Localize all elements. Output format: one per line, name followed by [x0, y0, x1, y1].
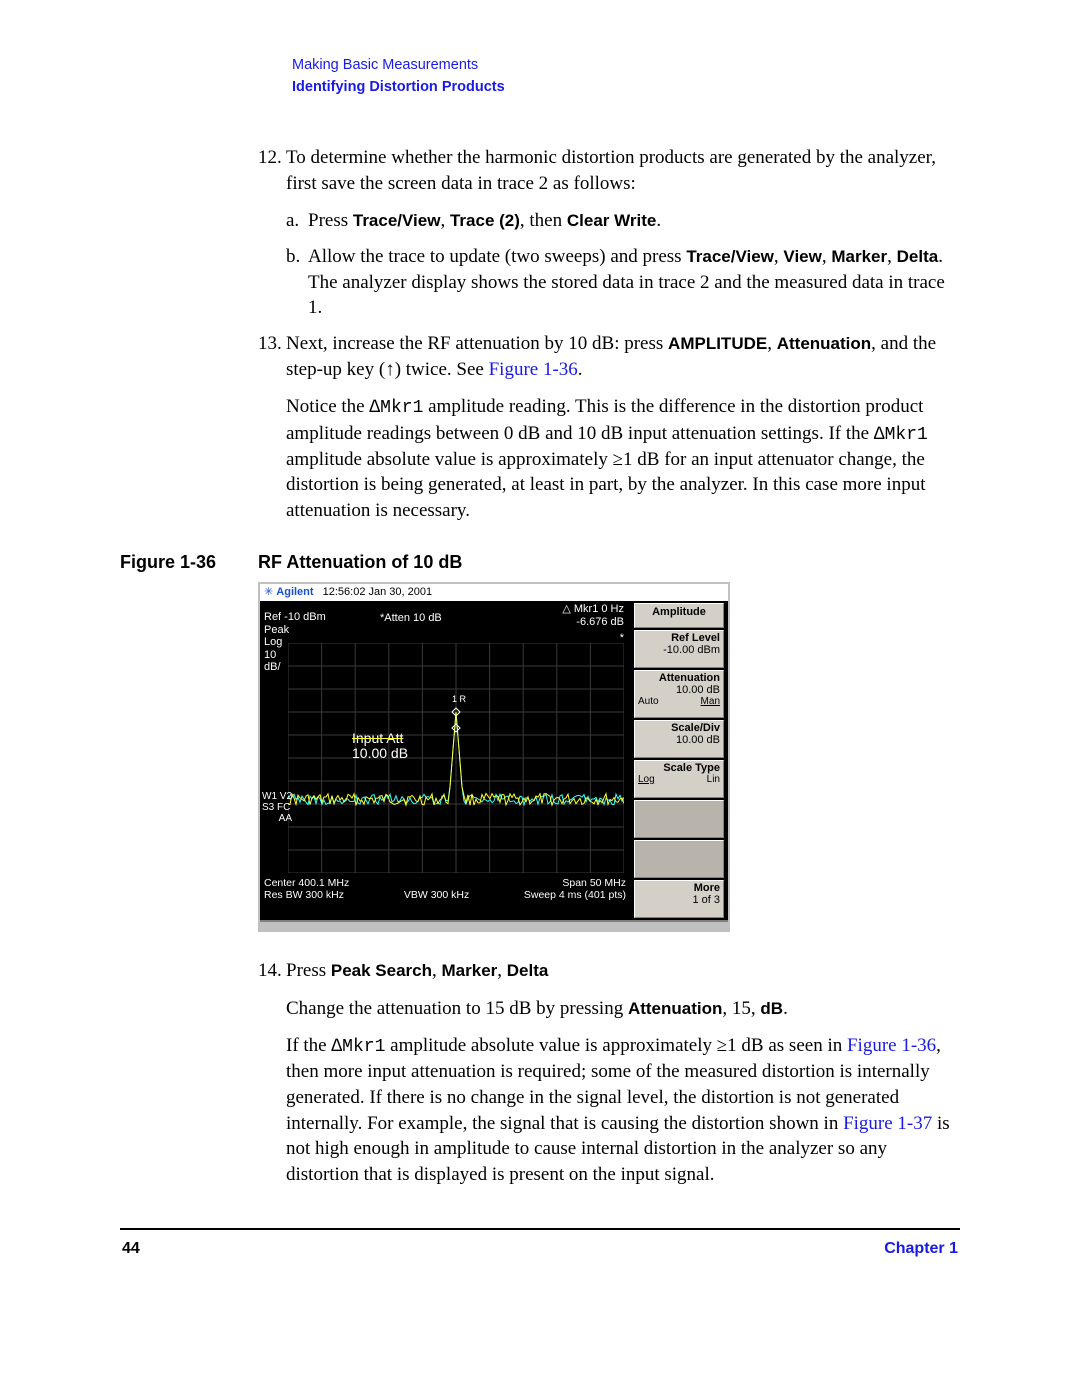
step-14: 14. Press Peak Search, Marker, Delta [258, 958, 960, 984]
softkey-empty [634, 800, 724, 838]
softkey-scale-div[interactable]: Scale/Div 10.00 dB [634, 720, 724, 758]
step-13-note: Notice the ∆Mkr1 amplitude reading. This… [286, 394, 960, 524]
chapter-link[interactable]: Chapter 1 [884, 1238, 958, 1260]
softkey-ref-level[interactable]: Ref Level -10.00 dBm [634, 630, 724, 668]
step-12: 12. To determine whether the harmonic di… [258, 145, 960, 196]
figure-link[interactable]: Figure 1-36 [489, 359, 578, 380]
footer-rule [120, 1228, 960, 1230]
softkey-empty [634, 840, 724, 878]
shot-titlebar: ✳ Agilent 12:56:02 Jan 30, 2001 [260, 584, 728, 601]
softkey-scale-type[interactable]: Scale Type LogLin [634, 760, 724, 798]
page-footer: 44 Chapter 1 [120, 1238, 960, 1260]
page-number: 44 [122, 1238, 140, 1260]
softkey-attenuation[interactable]: Attenuation 10.00 dB AutoMan [634, 670, 724, 718]
step-13: 13. Next, increase the RF attenuation by… [258, 331, 960, 382]
step-12a: a. Press Trace/View, Trace (2), then Cle… [286, 208, 960, 234]
step-12b: b. Allow the trace to update (two sweeps… [286, 244, 960, 321]
figure-link[interactable]: Figure 1-37 [843, 1113, 932, 1134]
header-subsection: Identifying Distortion Products [292, 78, 960, 98]
figure-caption: Figure 1-36 RF Attenuation of 10 dB [120, 550, 960, 574]
analyzer-screenshot: ✳ Agilent 12:56:02 Jan 30, 2001 Ref -10 … [258, 582, 730, 932]
softkey-panel: Amplitude Ref Level -10.00 dBm Attenuati… [630, 601, 726, 920]
step-number: 12. [258, 145, 286, 196]
spectrum-plot [288, 643, 624, 873]
figure-link[interactable]: Figure 1-36 [847, 1035, 936, 1056]
softkey-more[interactable]: More 1 of 3 [634, 880, 724, 918]
logo-icon: ✳ [264, 586, 273, 598]
header-section: Making Basic Measurements [292, 56, 960, 76]
step-text: To determine whether the harmonic distor… [286, 145, 960, 196]
softkey-title: Amplitude [634, 603, 724, 628]
